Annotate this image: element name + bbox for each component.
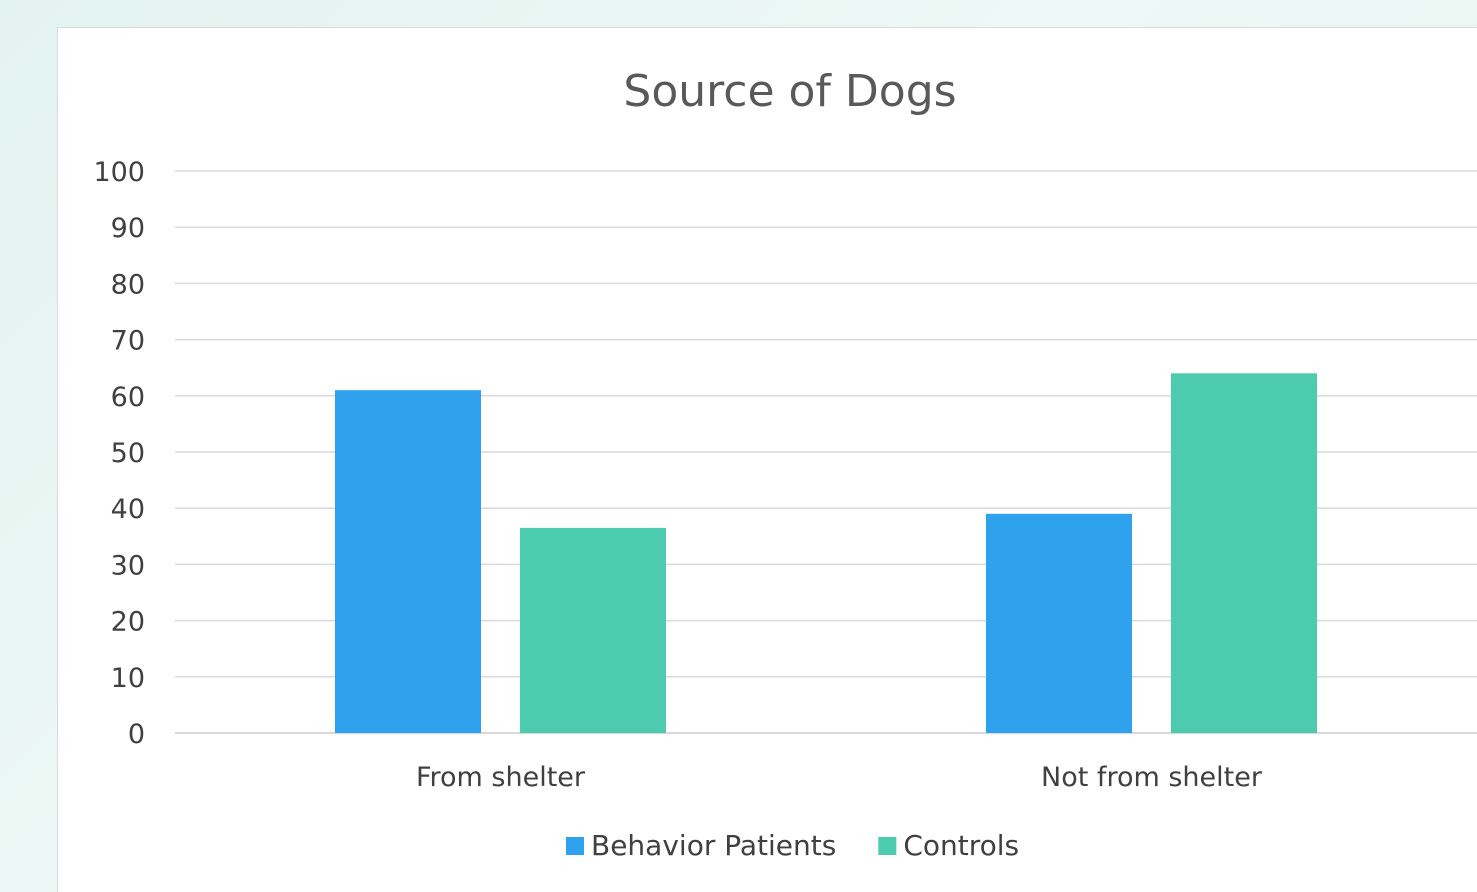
y-tick-label: 50: [111, 438, 145, 469]
y-tick-label: 20: [111, 607, 145, 638]
y-tick-label: 30: [111, 550, 145, 581]
bar-controls-1: [520, 527, 666, 733]
legend-swatch: [878, 837, 897, 855]
bar-behavior-patients-2: [986, 513, 1132, 733]
y-axis-ticks: 0 10 20 30 40 50 60 70 80 90 100: [93, 157, 145, 750]
y-tick-label: 80: [111, 269, 145, 300]
y-tick-label: 70: [111, 326, 145, 357]
y-tick-label: 40: [111, 494, 145, 525]
legend-label: Behavior Patients: [591, 829, 836, 862]
legend: Behavior Patients Controls: [566, 829, 1019, 862]
x-category-label: From shelter: [416, 762, 586, 793]
y-tick-label: 10: [111, 663, 145, 694]
bars: [335, 373, 1317, 733]
x-category-label: Not from shelter: [1041, 762, 1263, 793]
legend-label: Controls: [903, 829, 1019, 862]
y-tick-label: 100: [93, 157, 145, 188]
x-axis-categories: From shelter Not from shelter: [416, 762, 1263, 793]
bar-behavior-patients-1: [335, 390, 481, 733]
legend-swatch: [566, 837, 584, 855]
y-tick-label: 0: [128, 719, 145, 750]
chart-title: Source of Dogs: [623, 66, 956, 117]
bar-controls-2: [1171, 373, 1317, 733]
y-tick-label: 60: [111, 382, 145, 413]
y-tick-label: 90: [111, 213, 145, 244]
